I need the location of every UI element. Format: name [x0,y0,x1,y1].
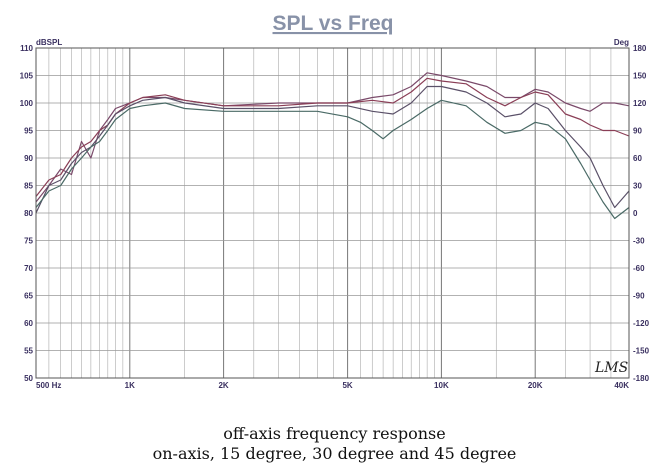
y-tick-label-right: -180 [633,374,650,383]
y-tick-label-left: 95 [24,127,33,136]
y-tick-label-left: 100 [20,99,34,108]
lms-annotation: LMS [594,360,628,376]
y-tick-label-right: -150 [633,347,650,356]
caption-line-1: off-axis frequency response [223,424,446,443]
plot-frame [35,47,630,379]
y-axis-label-left: dBSPL [36,38,62,47]
series-line [35,77,630,197]
series-group [35,72,630,220]
y-tick-label-left: 60 [24,319,33,328]
x-tick-label: 40K [614,381,629,390]
grid [35,47,630,379]
y-tick-label-left: 55 [24,347,33,356]
y-tick-label-right: -90 [633,292,645,301]
y-tick-label-left: 50 [24,374,33,383]
tick-labels: 50 55 60 65 70 75 80 85 90 95 100 105 110 -180 -150 -12… [20,44,650,390]
y-tick-label-right: -60 [633,264,645,273]
x-tick-label: 1K [125,381,135,390]
y-axis-label-right: Deg [614,38,629,47]
x-tick-label: 20K [528,381,543,390]
y-tick-label-right: 60 [633,154,642,163]
y-tick-label-right: 180 [633,44,647,53]
y-tick-label-left: 75 [24,237,33,246]
y-tick-label-right: 30 [633,182,642,191]
x-tick-label: 500 Hz [36,381,61,390]
series-line [35,99,630,220]
y-tick-label-right: -30 [633,237,645,246]
x-tick-label: 5K [342,381,352,390]
y-tick-label-left: 85 [24,182,33,191]
y-tick-label-right: 120 [633,99,647,108]
y-tick-label-left: 65 [24,292,33,301]
series-line [35,72,630,203]
y-tick-label-left: 80 [24,209,33,218]
chart-title: SPL vs Freq [273,12,394,35]
y-tick-label-right: -120 [633,319,650,328]
y-tick-label-left: 90 [24,154,33,163]
y-tick-label-left: 105 [20,72,34,81]
series-line [35,85,630,214]
y-tick-label-right: 90 [633,127,642,136]
y-tick-label-right: 150 [633,72,647,81]
y-tick-label-left: 110 [20,44,33,53]
y-tick-label-left: 70 [24,264,33,273]
x-tick-label: 2K [218,381,228,390]
caption-line-2: on-axis, 15 degree, 30 degree and 45 deg… [152,444,517,463]
spl-chart: SPL vs Freq dBSPL Deg 50 55 60 65 70 75 80 85 90… [20,12,650,390]
x-tick-label: 10K [434,381,449,390]
y-tick-label-right: 0 [633,209,638,218]
